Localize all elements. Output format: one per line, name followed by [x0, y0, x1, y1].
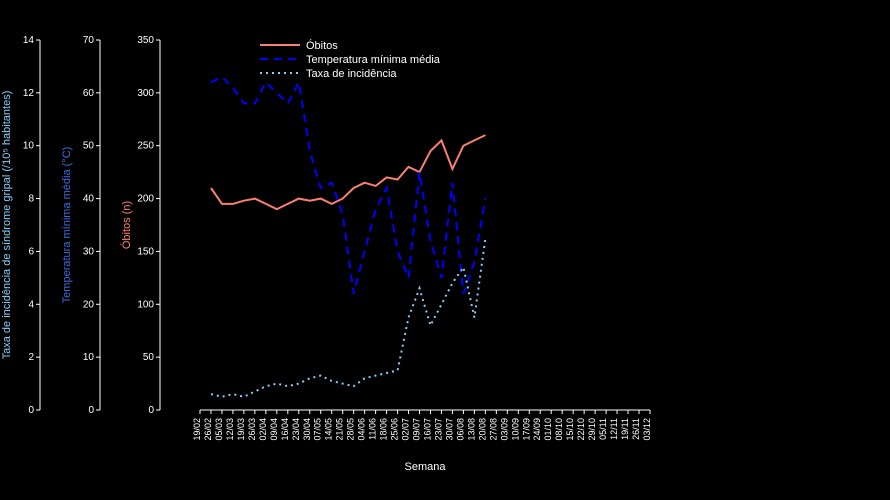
x-tick-label: 12/03: [225, 418, 235, 441]
x-tick-label: 21/05: [335, 418, 345, 441]
y-tick-label: 100: [137, 299, 154, 310]
x-tick-label: 26/02: [203, 418, 213, 441]
x-tick-label: 16/07: [422, 418, 432, 441]
x-tick-label: 14/05: [324, 418, 334, 441]
y-tick-label: 200: [137, 194, 154, 205]
x-tick-label: 23/04: [291, 418, 301, 441]
x-tick-label: 18/06: [379, 418, 389, 441]
x-tick-label: 29/10: [587, 418, 597, 441]
x-tick-label: 15/10: [565, 418, 575, 441]
x-tick-label: 17/09: [521, 418, 531, 441]
x-tick-label: 30/07: [444, 418, 454, 441]
x-tick-label: 20/08: [477, 418, 487, 441]
y-tick-label: 30: [83, 246, 95, 257]
y-tick-label: 50: [83, 141, 95, 152]
y-tick-label: 60: [83, 88, 95, 99]
y-tick-label: 20: [83, 299, 95, 310]
y-axis-label: Óbitos (n): [120, 201, 133, 249]
y-tick-label: 0: [28, 405, 34, 416]
x-tick-label: 11/06: [368, 418, 378, 440]
x-tick-label: 02/04: [258, 418, 268, 441]
x-tick-label: 27/08: [488, 418, 498, 441]
x-tick-label: 09/07: [412, 418, 422, 441]
y-tick-label: 10: [83, 352, 95, 363]
y-tick-label: 8: [28, 194, 34, 205]
x-tick-label: 19/02: [192, 418, 202, 441]
x-tick-label: 05/11: [598, 418, 608, 440]
y-tick-label: 300: [137, 88, 154, 99]
y-tick-label: 4: [28, 299, 34, 310]
x-tick-label: 19/11: [620, 418, 630, 440]
x-tick-label: 12/11: [609, 418, 619, 440]
y-tick-label: 40: [83, 194, 95, 205]
x-tick-label: 28/05: [346, 418, 356, 441]
y-tick-label: 0: [148, 405, 154, 416]
x-tick-label: 05/03: [214, 418, 224, 441]
y-tick-label: 12: [23, 88, 35, 99]
x-tick-label: 01/10: [543, 418, 553, 441]
y-tick-label: 70: [83, 35, 95, 46]
y-tick-label: 14: [23, 35, 35, 46]
y-tick-label: 0: [88, 405, 94, 416]
x-tick-label: 26/03: [247, 418, 257, 441]
x-tick-label: 04/06: [357, 418, 367, 441]
x-tick-label: 13/08: [466, 418, 476, 441]
y-tick-label: 50: [143, 352, 155, 363]
legend-label: Temperatura mínima média: [306, 54, 441, 66]
x-tick-label: 25/06: [390, 418, 400, 441]
y-tick-label: 6: [28, 246, 34, 257]
y-tick-label: 150: [137, 246, 154, 257]
x-axis-label: Semana: [405, 461, 447, 473]
y-axis-label: Taxa de incidência de síndrome gripal (/…: [1, 91, 13, 360]
x-tick-label: 06/08: [455, 418, 465, 441]
y-axis-label: Temperatura mínima média (°C): [61, 147, 73, 304]
legend-label: Taxa de incidência: [306, 68, 397, 80]
x-tick-label: 07/05: [313, 418, 323, 441]
chart-svg: 19/0226/0205/0312/0319/0326/0302/0409/04…: [0, 0, 890, 500]
x-tick-label: 16/04: [280, 418, 290, 441]
y-tick-label: 250: [137, 141, 154, 152]
multi-axis-time-series-chart: 19/0226/0205/0312/0319/0326/0302/0409/04…: [0, 0, 890, 500]
x-tick-label: 02/07: [401, 418, 411, 441]
y-tick-label: 10: [23, 141, 35, 152]
x-tick-label: 23/07: [433, 418, 443, 441]
x-tick-label: 26/11: [631, 418, 641, 440]
x-tick-label: 03/12: [642, 418, 652, 441]
x-tick-label: 22/10: [576, 418, 586, 441]
x-tick-label: 24/09: [532, 418, 542, 441]
x-tick-label: 03/09: [499, 418, 509, 441]
x-tick-label: 09/04: [269, 418, 279, 441]
x-tick-label: 30/04: [302, 418, 312, 441]
x-tick-label: 19/03: [236, 418, 246, 441]
y-tick-label: 2: [28, 352, 34, 363]
x-tick-label: 08/10: [554, 418, 564, 441]
legend-label: Óbitos: [306, 39, 338, 52]
y-tick-label: 350: [137, 35, 154, 46]
x-tick-label: 10/09: [510, 418, 520, 441]
